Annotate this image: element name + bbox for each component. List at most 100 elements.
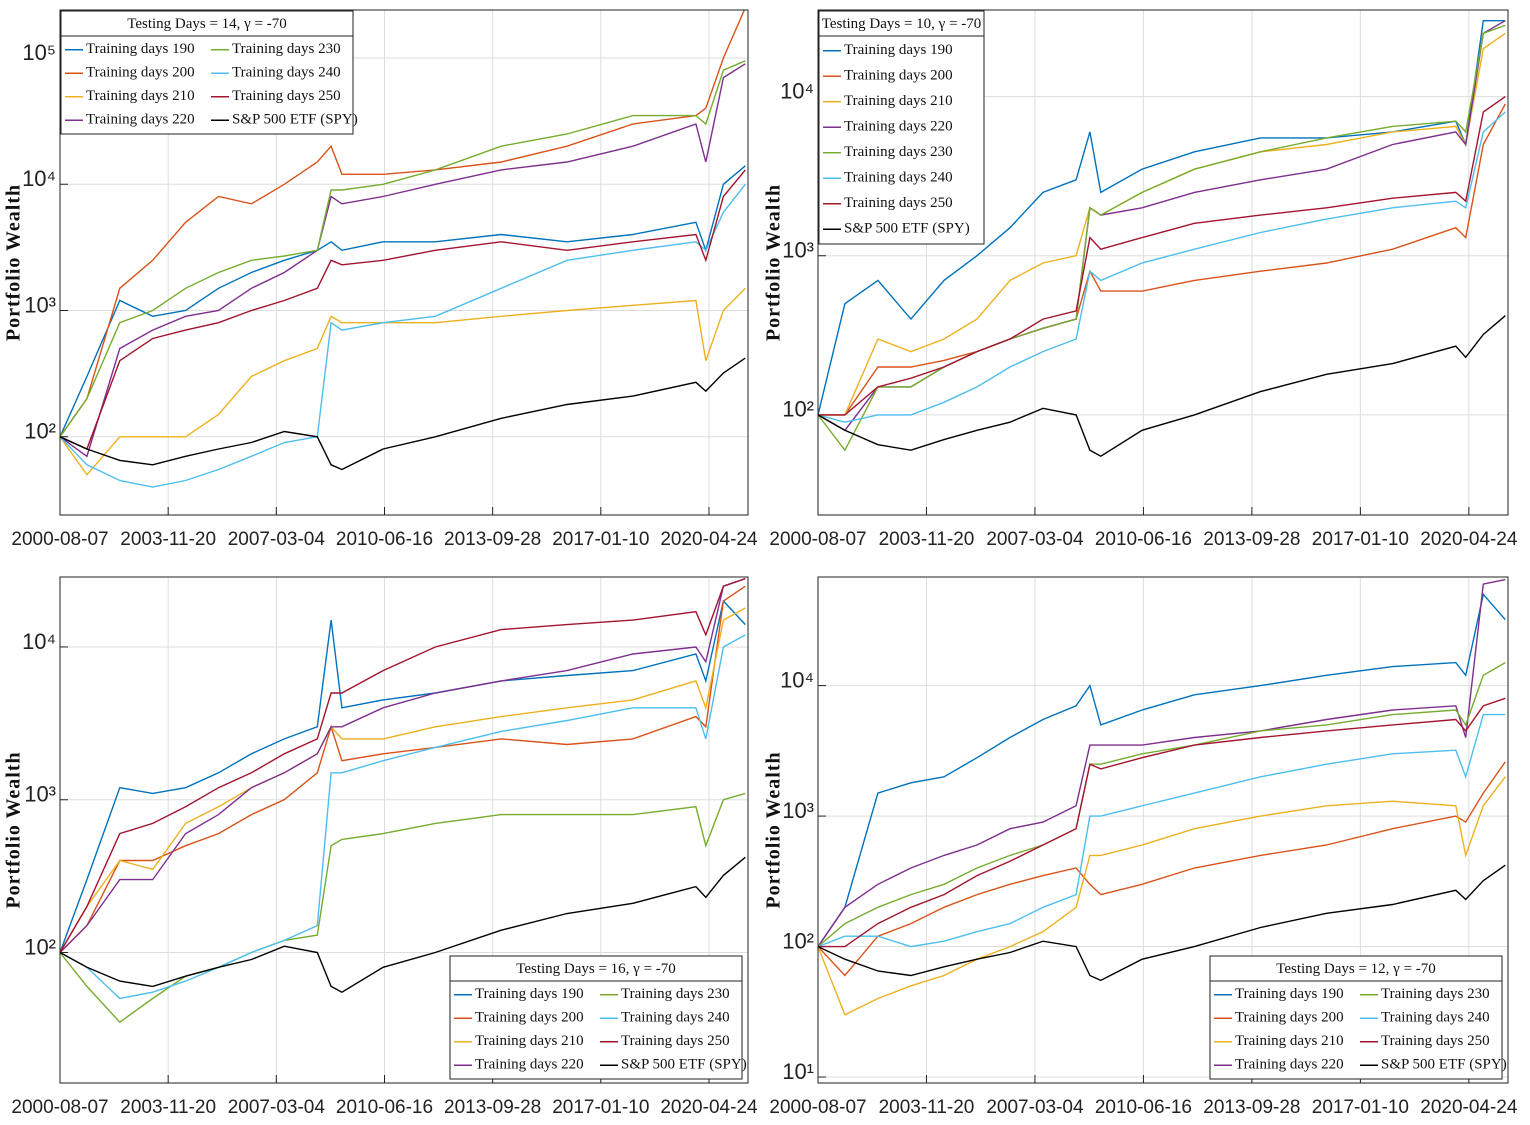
legend-title: Testing Days = 10, γ = -70 <box>822 16 982 32</box>
x-tick-label: 2010-06-16 <box>336 529 433 550</box>
legend-label: Training days 230 <box>1381 986 1490 1002</box>
series-line <box>818 315 1506 458</box>
series-line <box>818 20 1506 416</box>
x-tick-label: 2000-08-07 <box>769 1097 866 1118</box>
series-line <box>818 713 1506 948</box>
x-tick-label: 2013-09-28 <box>444 529 541 550</box>
series-line <box>818 864 1506 982</box>
legend-label: Training days 250 <box>621 1033 730 1049</box>
plot-frame <box>59 576 749 1084</box>
legend-label: Training days 240 <box>1381 1010 1490 1026</box>
x-tick-label: 2017-01-10 <box>1312 1097 1409 1118</box>
legend-label: Training days 200 <box>844 68 953 84</box>
legend-label: Training days 230 <box>844 144 953 160</box>
x-tick-label: 2020-04-24 <box>1420 1097 1518 1118</box>
legend-label: Training days 200 <box>1235 1010 1344 1026</box>
legend-label: Training days 240 <box>232 65 341 81</box>
legend-box <box>60 10 354 135</box>
series-line <box>60 607 746 953</box>
x-tick-label: 2020-04-24 <box>1420 529 1518 550</box>
series-line <box>60 60 746 438</box>
legend-label: Training days 210 <box>1235 1033 1344 1049</box>
legend-label: Training days 200 <box>86 65 195 81</box>
legend-title: Testing Days = 16, γ = -70 <box>516 961 676 977</box>
legend-label: S&P 500 ETF (SPY) <box>232 112 358 128</box>
x-tick-label: 2007-03-04 <box>228 1097 326 1118</box>
legend-title: Testing Days = 14, γ = -70 <box>127 16 287 32</box>
legend-label: Training days 250 <box>844 195 953 211</box>
x-tick-label: 2007-03-04 <box>228 529 326 550</box>
x-tick-label: 2013-09-28 <box>1203 529 1300 550</box>
x-tick-label: 2003-11-20 <box>879 1097 975 1118</box>
x-tick-label: 2003-11-20 <box>120 529 216 550</box>
plot-frame <box>817 576 1509 1084</box>
legend-label: Training days 230 <box>232 41 341 57</box>
x-tick-label: 2010-06-16 <box>1095 529 1192 550</box>
legend-label: S&P 500 ETF (SPY) <box>621 1057 747 1073</box>
legend-label: Training days 200 <box>475 1010 584 1026</box>
legend-label: Training days 210 <box>844 93 953 109</box>
x-tick-label: 2007-03-04 <box>986 529 1084 550</box>
series-line <box>60 10 746 438</box>
plot-frame <box>59 9 749 516</box>
x-tick-label: 2020-04-24 <box>660 529 758 550</box>
series-line <box>60 183 746 488</box>
y-tick-label: 10³ <box>24 292 56 317</box>
x-tick-label: 2000-08-07 <box>11 1097 108 1118</box>
x-tick-label: 2010-06-16 <box>1095 1097 1192 1118</box>
series-line <box>818 96 1506 416</box>
x-tick-label: 2013-09-28 <box>444 1097 541 1118</box>
legend-label: Training days 220 <box>1235 1057 1344 1073</box>
series-line <box>818 661 1506 948</box>
x-tick-label: 2020-04-24 <box>660 1097 758 1118</box>
y-tick-label: 10⁵ <box>22 40 56 65</box>
y-axis-label: Portfolio Wealth <box>3 184 25 341</box>
series-line <box>818 578 1506 947</box>
legend-label: Training days 220 <box>86 112 195 128</box>
y-tick-label: 10² <box>24 934 56 959</box>
series-line <box>818 761 1506 977</box>
legend-label: Training days 190 <box>86 41 195 57</box>
y-tick-label: 10⁴ <box>22 166 56 191</box>
legend-box <box>818 10 985 245</box>
panel: 10¹ 10² 10³ 10⁴ 2000-08-07 2003-11-20 2007-03-… <box>763 576 1518 1118</box>
series-line <box>60 63 746 458</box>
y-tick-label: 10³ <box>24 782 56 807</box>
x-tick-label: 2017-01-10 <box>1312 529 1409 550</box>
x-tick-label: 2007-03-04 <box>986 1097 1084 1118</box>
series-line <box>818 776 1506 1016</box>
legend-label: Training days 220 <box>475 1057 584 1073</box>
y-tick-label: 10² <box>782 397 814 422</box>
y-tick-label: 10⁴ <box>780 78 814 103</box>
legend-label: S&P 500 ETF (SPY) <box>844 221 970 237</box>
x-tick-label: 2003-11-20 <box>120 1097 216 1118</box>
legend-label: Training days 210 <box>475 1033 584 1049</box>
series-line <box>818 697 1506 948</box>
x-tick-label: 2003-11-20 <box>879 529 975 550</box>
y-tick-label: 10⁴ <box>22 629 56 654</box>
panel: 10² 10³ 10⁴ 2000-08-07 2003-11-20 2007-03-04 2… <box>763 9 1518 550</box>
legend-box <box>449 955 743 1080</box>
x-tick-label: 2013-09-28 <box>1203 1097 1300 1118</box>
legend-title: Testing Days = 12, γ = -70 <box>1276 961 1436 977</box>
panel: 10² 10³ 10⁴ 2000-08-07 2003-11-20 2007-03-04 2… <box>3 576 758 1118</box>
series-line <box>818 103 1506 416</box>
y-tick-label: 10⁴ <box>780 667 814 692</box>
x-tick-label: 2017-01-10 <box>552 1097 649 1118</box>
series-line <box>60 169 746 450</box>
y-tick-label: 10² <box>24 419 56 444</box>
legend: Testing Days = 12, γ = -70 Training days … <box>1209 955 1507 1080</box>
y-tick-label: 10³ <box>782 238 814 263</box>
series-line <box>818 111 1506 423</box>
x-tick-label: 2000-08-07 <box>769 529 866 550</box>
legend-label: Training days 240 <box>844 170 953 186</box>
series-line <box>60 577 746 953</box>
legend-label: Training days 230 <box>621 986 730 1002</box>
y-tick-label: 10² <box>782 928 814 953</box>
legend-label: Training days 210 <box>86 88 195 104</box>
legend-label: Training days 240 <box>621 1010 730 1026</box>
series-line <box>818 592 1506 947</box>
x-tick-label: 2010-06-16 <box>336 1097 433 1118</box>
y-axis-label: Portfolio Wealth <box>763 751 785 908</box>
